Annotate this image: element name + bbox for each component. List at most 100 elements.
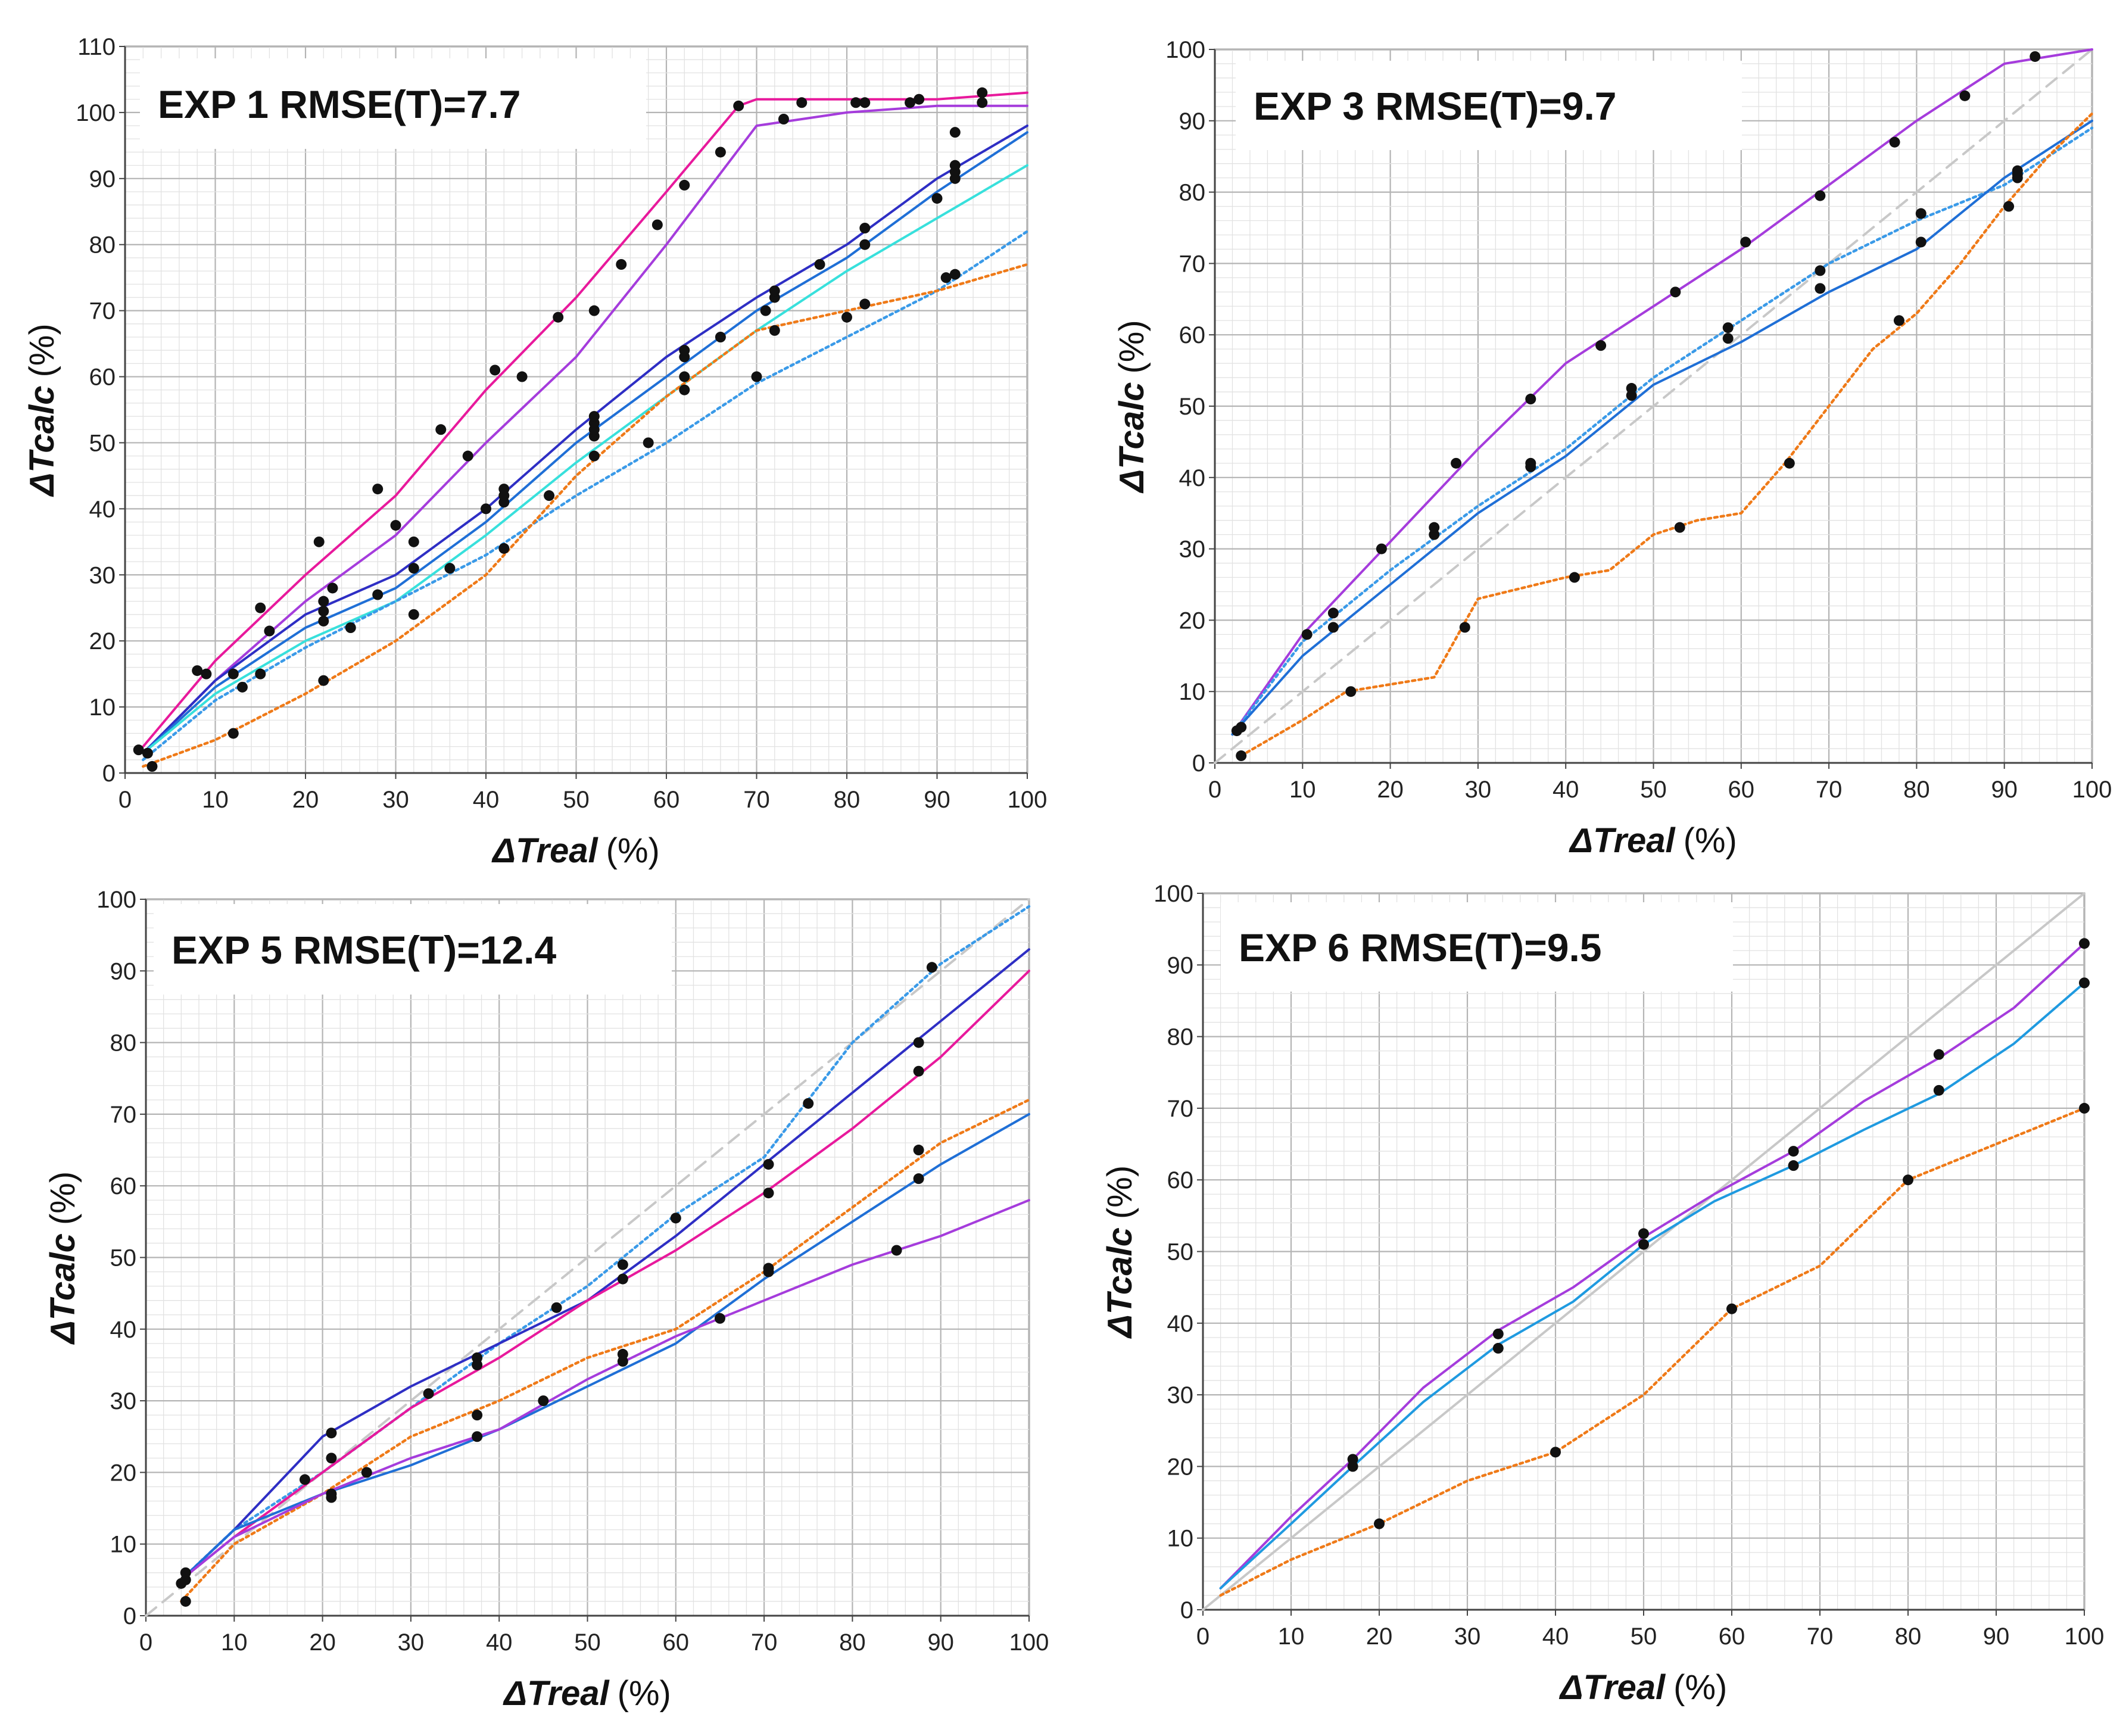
y-tick-label: 100 xyxy=(1165,37,1205,63)
data-point xyxy=(617,1348,628,1360)
data-point xyxy=(1525,394,1536,405)
data-point xyxy=(1376,543,1387,554)
data-point xyxy=(1638,1228,1649,1239)
x-tick-label: 0 xyxy=(1196,1623,1209,1650)
title-box xyxy=(1236,61,1742,150)
x-tick-label: 20 xyxy=(309,1629,336,1656)
data-point xyxy=(1959,90,1971,101)
x-tick-label: 0 xyxy=(139,1629,152,1656)
x-tick-label: 60 xyxy=(1719,1623,1745,1650)
data-point xyxy=(763,1159,774,1170)
data-point xyxy=(949,160,961,171)
x-axis-unit: (%) xyxy=(618,1674,671,1713)
data-point xyxy=(651,219,663,230)
y-tick-label: 80 xyxy=(1179,180,1206,206)
data-point xyxy=(345,622,356,633)
data-point xyxy=(760,305,771,316)
y-axis-label-text: ΔTcalc xyxy=(1112,382,1151,494)
y-axis-label-text: ΔTcalc xyxy=(23,386,61,497)
series-line-2 xyxy=(1231,48,2093,736)
data-point xyxy=(2030,51,2041,62)
series-line-3 xyxy=(142,124,1028,755)
x-tick-label: 80 xyxy=(1895,1623,1922,1650)
data-point xyxy=(372,589,384,600)
x-tick-label: 100 xyxy=(2065,1623,2105,1650)
data-point xyxy=(616,259,627,270)
x-tick-label: 60 xyxy=(653,787,680,813)
y-tick-label: 40 xyxy=(89,496,116,522)
chart-title: EXP 3 RMSE(T)=9.7 xyxy=(1254,84,1617,128)
y-tick-label: 0 xyxy=(1180,1597,1193,1623)
data-point xyxy=(1933,1049,1944,1060)
series-line-5 xyxy=(142,164,1028,755)
data-point xyxy=(1345,686,1357,697)
data-point xyxy=(617,1273,628,1285)
y-tick-label: 50 xyxy=(89,430,116,456)
y-tick-label: 20 xyxy=(1167,1454,1194,1480)
y-axis-label-text: ΔTcalc xyxy=(1101,1227,1139,1339)
x-axis-label-text: ΔTreal xyxy=(503,1674,610,1713)
y-tick-label: 30 xyxy=(1167,1382,1194,1408)
x-tick-label: 40 xyxy=(473,787,500,813)
x-tick-label: 0 xyxy=(1208,777,1221,803)
data-point xyxy=(891,1245,902,1256)
data-point xyxy=(313,536,325,547)
x-tick-label: 30 xyxy=(1454,1623,1481,1650)
data-point xyxy=(977,87,988,98)
data-point xyxy=(1815,265,1826,276)
data-point xyxy=(1492,1342,1504,1354)
series-line-3 xyxy=(1231,126,2094,736)
y-tick-label: 0 xyxy=(1192,750,1205,777)
data-point xyxy=(679,345,690,356)
data-point xyxy=(318,615,329,627)
data-point xyxy=(516,371,528,382)
data-point xyxy=(769,325,780,336)
data-point xyxy=(544,490,555,501)
x-axis-label-text: ΔTreal xyxy=(491,831,598,870)
data-point xyxy=(423,1388,434,1400)
data-point xyxy=(146,761,158,772)
y-tick-label: 20 xyxy=(1179,607,1206,634)
data-point xyxy=(1374,1518,1385,1529)
x-axis-label-text: ΔTreal xyxy=(1569,821,1676,860)
data-point xyxy=(679,179,690,191)
y-tick-label: 30 xyxy=(110,1388,137,1414)
x-tick-label: 50 xyxy=(563,787,590,813)
x-tick-label: 50 xyxy=(574,1629,601,1656)
x-tick-label: 50 xyxy=(1640,777,1667,803)
data-point xyxy=(444,563,456,574)
x-axis-label: ΔTreal (%) xyxy=(1559,1668,1728,1707)
data-point xyxy=(1429,522,1440,533)
data-point xyxy=(949,269,961,280)
title-box xyxy=(140,58,646,149)
y-tick-label: 50 xyxy=(1179,394,1206,420)
y-tick-label: 60 xyxy=(89,364,116,391)
series-line-5 xyxy=(1239,112,2094,758)
x-tick-label: 0 xyxy=(119,787,132,813)
data-point xyxy=(490,364,501,376)
data-point xyxy=(905,97,916,108)
y-axis-unit: (%) xyxy=(1112,320,1151,373)
data-point xyxy=(763,1263,774,1274)
x-tick-label: 20 xyxy=(1377,777,1404,803)
x-tick-label: 10 xyxy=(1278,1623,1305,1650)
x-axis-label: ΔTreal (%) xyxy=(491,831,660,870)
data-point xyxy=(1784,457,1795,469)
y-tick-label: 50 xyxy=(1167,1239,1194,1266)
y-axis-label-text: ΔTcalc xyxy=(43,1233,82,1345)
data-point xyxy=(1815,190,1826,201)
y-tick-label: 90 xyxy=(89,166,116,192)
data-point xyxy=(1492,1328,1504,1339)
x-axis-unit: (%) xyxy=(606,831,660,870)
data-point xyxy=(227,668,239,680)
y-axis-label: ΔTcalc (%) xyxy=(1101,1165,1139,1339)
x-tick-label: 90 xyxy=(1983,1623,2010,1650)
data-point xyxy=(588,450,600,462)
x-tick-label: 40 xyxy=(1553,777,1579,803)
data-point xyxy=(142,747,153,759)
data-point xyxy=(326,1488,337,1500)
chart-panel-exp5: 0 10 20 30 40 50 60 70 80 90 100 0 10 20 30 40 50 60 70 80 9… xyxy=(43,887,1049,1713)
series-line-1 xyxy=(1214,48,2093,764)
y-tick-label: 110 xyxy=(77,34,116,60)
y-tick-label: 80 xyxy=(110,1030,137,1056)
